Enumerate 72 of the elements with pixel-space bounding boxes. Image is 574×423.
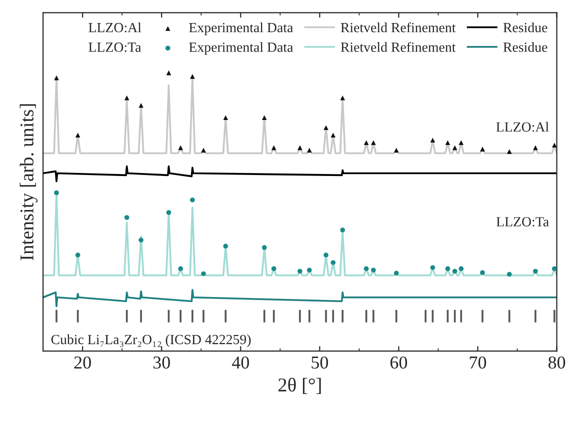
x-tick-label: 30 bbox=[153, 356, 170, 369]
point bbox=[223, 115, 228, 120]
point bbox=[480, 146, 485, 152]
point bbox=[262, 245, 267, 250]
point bbox=[201, 271, 206, 276]
point bbox=[138, 238, 144, 242]
point bbox=[306, 268, 312, 273]
legend-label: Experimental Data bbox=[189, 42, 293, 55]
point bbox=[340, 95, 345, 100]
point bbox=[223, 244, 228, 249]
point bbox=[190, 74, 195, 79]
y-axis-title: Intensity [arb. units] bbox=[20, 104, 38, 260]
point bbox=[298, 145, 302, 150]
point bbox=[506, 149, 512, 154]
point bbox=[394, 148, 399, 153]
point bbox=[271, 145, 276, 150]
point bbox=[480, 270, 485, 276]
point bbox=[445, 266, 450, 272]
point bbox=[54, 190, 59, 196]
point bbox=[324, 252, 328, 258]
point bbox=[394, 270, 399, 276]
point bbox=[458, 140, 464, 146]
point bbox=[452, 145, 458, 150]
point bbox=[262, 115, 267, 120]
x-tick-label: 60 bbox=[390, 356, 408, 369]
point bbox=[178, 145, 183, 150]
point bbox=[364, 266, 369, 272]
point bbox=[371, 268, 376, 273]
point bbox=[75, 252, 80, 258]
x-tick-label: 50 bbox=[312, 356, 328, 369]
point bbox=[166, 210, 172, 215]
x-tick-label: 80 bbox=[548, 356, 566, 369]
x-tick-label: 20 bbox=[74, 356, 91, 369]
point bbox=[533, 145, 538, 150]
point bbox=[324, 125, 328, 130]
point bbox=[552, 266, 557, 272]
text: LLZO:Ta bbox=[88, 42, 142, 52]
point bbox=[445, 140, 450, 146]
point bbox=[458, 266, 464, 272]
point bbox=[201, 148, 206, 153]
point bbox=[298, 268, 302, 274]
point bbox=[190, 198, 195, 202]
legend-label: Experimental Data bbox=[189, 22, 293, 36]
text: LLZO:Al bbox=[88, 22, 142, 32]
x-tick-label: 70 bbox=[470, 356, 486, 369]
point bbox=[430, 265, 436, 270]
point bbox=[178, 266, 183, 272]
x-tick-label: 40 bbox=[232, 356, 249, 369]
point bbox=[306, 148, 312, 153]
annotation: Cubic Li₇La₃Zr₂O₁₂ (ICSD 422259) bbox=[51, 334, 251, 348]
x-axis-title: 2θ [°] bbox=[278, 378, 321, 394]
point bbox=[371, 140, 376, 146]
legend-label: Rietveld Refinement bbox=[340, 22, 456, 32]
annotation: LLZO:Ta bbox=[496, 217, 549, 227]
point bbox=[75, 132, 80, 138]
point bbox=[430, 138, 436, 143]
point bbox=[330, 260, 336, 265]
point bbox=[364, 140, 369, 146]
legend-label: Residue bbox=[503, 22, 548, 32]
point bbox=[271, 266, 276, 272]
point bbox=[340, 228, 345, 232]
point bbox=[330, 132, 336, 138]
point bbox=[124, 95, 130, 100]
annotation: LLZO:Al bbox=[496, 122, 549, 132]
point bbox=[452, 268, 458, 274]
point bbox=[552, 142, 557, 148]
point bbox=[124, 215, 130, 220]
legend-label: Rietveld Refinement bbox=[340, 42, 456, 52]
point bbox=[533, 268, 538, 274]
point bbox=[506, 272, 512, 277]
legend-label: Residue bbox=[503, 42, 548, 52]
point bbox=[138, 102, 144, 108]
